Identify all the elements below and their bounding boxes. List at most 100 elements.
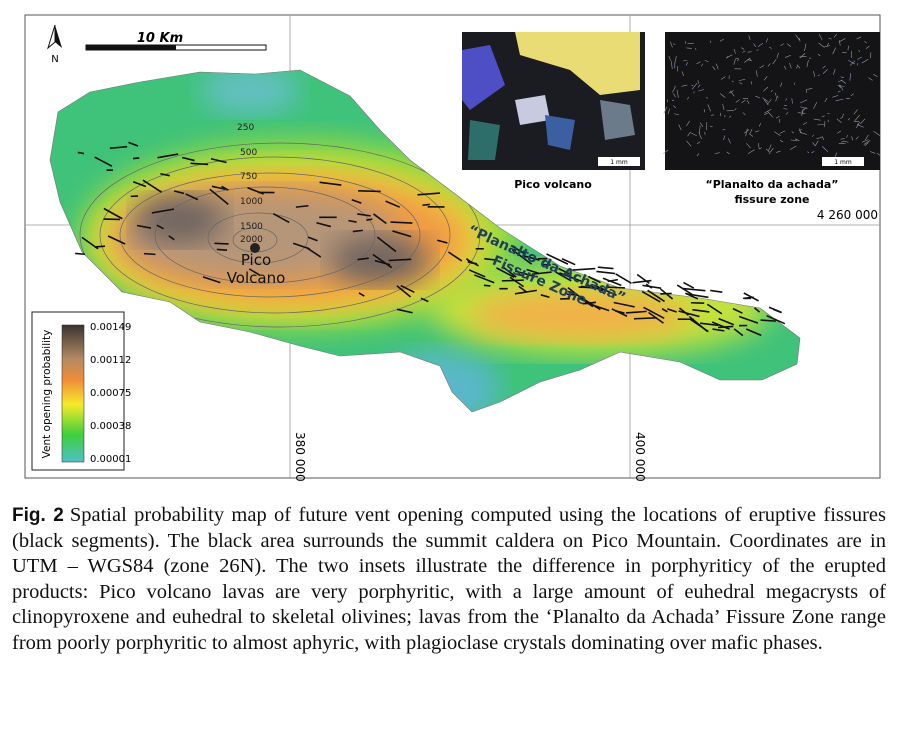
fissure bbox=[584, 300, 594, 308]
fissure bbox=[357, 257, 369, 261]
grain bbox=[704, 59, 709, 63]
grain bbox=[746, 100, 750, 104]
fissure bbox=[373, 213, 387, 225]
grain bbox=[767, 111, 774, 118]
grain bbox=[876, 152, 882, 157]
fissure bbox=[692, 308, 710, 313]
fissure bbox=[678, 307, 689, 316]
grain bbox=[750, 81, 752, 85]
grain bbox=[838, 38, 846, 43]
fissure bbox=[542, 263, 551, 266]
grain bbox=[700, 63, 703, 67]
fissure bbox=[567, 290, 576, 295]
grain bbox=[798, 128, 802, 134]
grain bbox=[785, 112, 789, 115]
grain bbox=[863, 140, 871, 145]
grain bbox=[842, 113, 844, 118]
grain bbox=[749, 133, 754, 137]
fissure bbox=[94, 156, 113, 167]
fissure bbox=[474, 274, 495, 284]
grain bbox=[783, 65, 787, 70]
fissure bbox=[400, 284, 415, 294]
fissure bbox=[358, 292, 365, 297]
fissure bbox=[555, 271, 572, 282]
grain bbox=[840, 79, 847, 84]
fissure bbox=[625, 310, 647, 314]
grain bbox=[854, 114, 860, 122]
grain bbox=[840, 138, 845, 140]
fissure bbox=[558, 267, 570, 275]
fissures bbox=[75, 141, 786, 337]
grain bbox=[685, 62, 688, 66]
fissure bbox=[518, 285, 528, 293]
legend-tick: 0.00075 bbox=[90, 388, 131, 399]
legend-title: Vent opening probability bbox=[41, 330, 53, 459]
volcano-label: Pico bbox=[241, 251, 271, 269]
grain bbox=[864, 142, 869, 146]
grain bbox=[681, 71, 685, 76]
grain bbox=[795, 138, 798, 141]
fissure bbox=[160, 172, 170, 177]
grain bbox=[800, 99, 808, 104]
fissure bbox=[214, 242, 229, 245]
fissure bbox=[307, 236, 318, 242]
fissure bbox=[659, 288, 674, 300]
crystal bbox=[515, 95, 550, 125]
contour-label: 250 bbox=[237, 123, 254, 133]
grain bbox=[844, 141, 849, 143]
grain bbox=[686, 120, 690, 127]
grain bbox=[840, 117, 843, 119]
crystal bbox=[468, 120, 500, 160]
grain bbox=[722, 103, 725, 110]
fissure bbox=[420, 297, 429, 303]
grain bbox=[673, 93, 676, 98]
grain bbox=[738, 78, 746, 82]
fissure bbox=[388, 258, 412, 262]
grain bbox=[838, 40, 841, 46]
fissure bbox=[422, 203, 430, 207]
grain bbox=[824, 97, 828, 103]
grain bbox=[813, 101, 818, 109]
inset-image bbox=[665, 32, 880, 170]
grain bbox=[801, 111, 804, 117]
grain bbox=[780, 82, 783, 87]
grain bbox=[731, 80, 734, 83]
grain bbox=[784, 54, 792, 58]
fissure bbox=[567, 287, 585, 301]
fissure bbox=[710, 289, 723, 293]
fissure bbox=[210, 157, 227, 164]
grain bbox=[857, 56, 862, 60]
grain bbox=[768, 147, 774, 155]
north-label: N bbox=[51, 54, 58, 65]
grain bbox=[821, 135, 825, 140]
fissure bbox=[596, 270, 616, 275]
grain bbox=[672, 105, 676, 109]
grain bbox=[858, 49, 860, 53]
fissure bbox=[615, 273, 632, 284]
grain bbox=[789, 145, 797, 150]
grain bbox=[667, 108, 670, 115]
grain bbox=[770, 90, 773, 92]
crystal bbox=[545, 115, 575, 150]
inset-caption: “Planalto da achada” bbox=[705, 178, 838, 191]
fissure bbox=[396, 308, 413, 314]
grain bbox=[753, 43, 757, 48]
grain bbox=[822, 69, 828, 74]
grain bbox=[855, 136, 859, 140]
inset-scale bbox=[598, 157, 640, 166]
fissure bbox=[272, 213, 290, 224]
fissure bbox=[392, 230, 412, 238]
grain bbox=[678, 124, 682, 131]
grain bbox=[707, 104, 711, 112]
grain bbox=[865, 45, 870, 49]
grain bbox=[739, 82, 743, 85]
figure-caption: Fig. 2 Spatial probability map of future … bbox=[12, 503, 886, 656]
grain bbox=[822, 146, 829, 152]
legend-tick: 0.00149 bbox=[90, 322, 131, 333]
crystal bbox=[462, 45, 505, 110]
fissure bbox=[718, 317, 735, 326]
grain bbox=[812, 134, 814, 137]
fissure bbox=[572, 267, 596, 271]
grain bbox=[862, 139, 869, 143]
fissure bbox=[372, 253, 393, 269]
